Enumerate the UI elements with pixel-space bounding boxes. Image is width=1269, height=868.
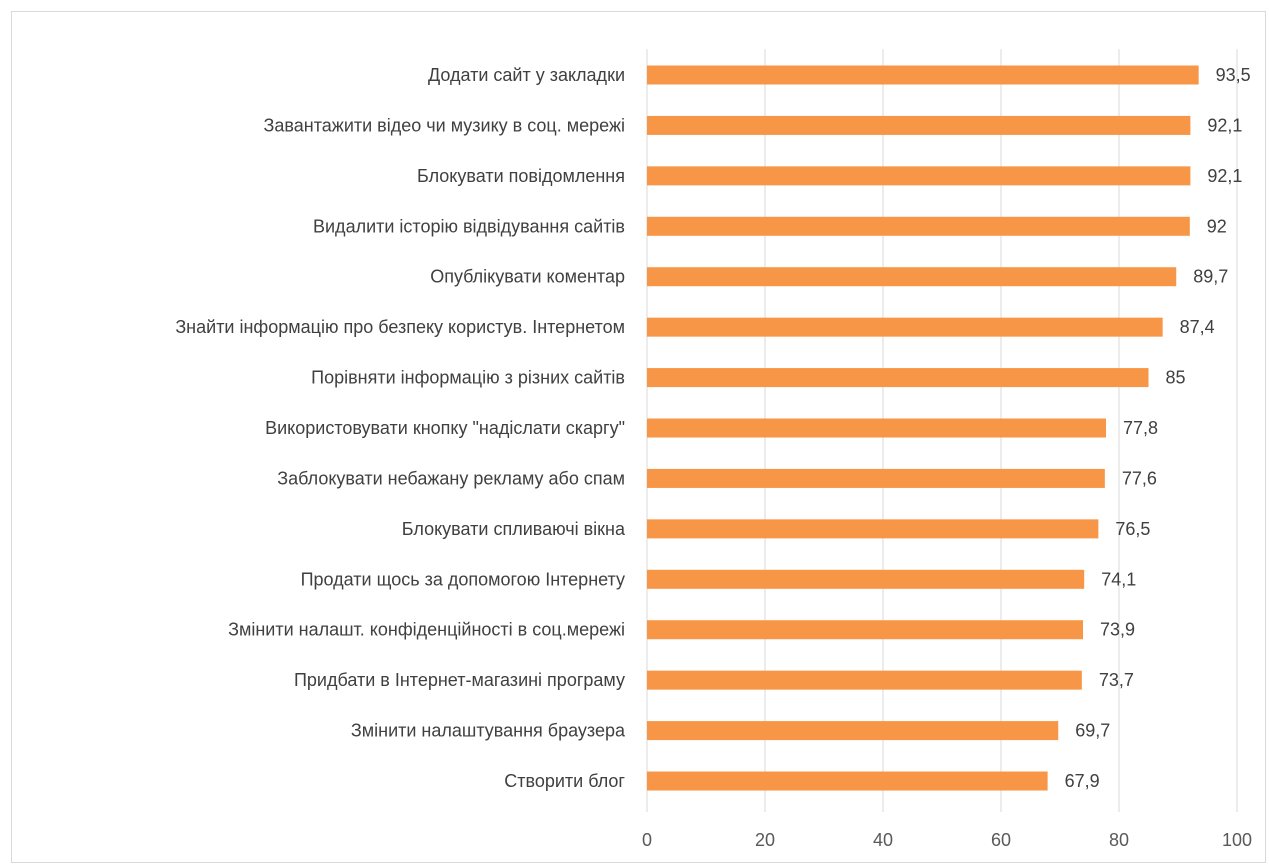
bar xyxy=(647,771,1048,791)
category-label: Заблокувати небажану рекламу або спам xyxy=(277,468,625,488)
bar xyxy=(647,620,1084,640)
category-label: Порівняти інформацію з різних сайтів xyxy=(311,368,625,388)
bar xyxy=(647,317,1163,337)
category-label: Використовувати кнопку "надіслати скаргу… xyxy=(265,418,625,438)
bar xyxy=(647,569,1085,589)
category-label: Знайти інформацію про безпеку користув. … xyxy=(175,317,625,337)
data-label: 73,9 xyxy=(1100,620,1135,640)
data-label: 74,1 xyxy=(1101,569,1136,589)
bar xyxy=(647,216,1190,236)
bar xyxy=(647,267,1177,287)
category-label: Створити блог xyxy=(504,771,625,791)
x-tick-label: 0 xyxy=(642,830,652,850)
data-label: 89,7 xyxy=(1193,267,1228,287)
bar xyxy=(647,166,1191,186)
category-label: Опублікувати коментар xyxy=(430,267,625,287)
bar xyxy=(647,519,1099,539)
category-label: Видалити історію відвідування сайтів xyxy=(313,216,625,236)
data-label: 73,7 xyxy=(1099,670,1134,690)
bar xyxy=(647,721,1059,741)
data-label: 93,5 xyxy=(1216,65,1251,85)
bar-chart: 0 20 40 60 80 100 Додати сайт у закладки 93,5 За… xyxy=(175,49,1252,850)
bar xyxy=(647,670,1082,690)
data-label: 76,5 xyxy=(1115,519,1150,539)
data-label: 92 xyxy=(1207,216,1227,236)
category-label: Додати сайт у закладки xyxy=(428,65,625,85)
chart-frame: 0 20 40 60 80 100 Додати сайт у закладки 93,5 За… xyxy=(11,11,1266,863)
bar xyxy=(647,418,1107,438)
data-label: 77,8 xyxy=(1123,418,1158,438)
data-label: 92,1 xyxy=(1207,115,1242,135)
bar xyxy=(647,368,1149,388)
data-label: 69,7 xyxy=(1075,721,1110,741)
category-label: Блокувати повідомлення xyxy=(417,166,625,186)
category-label: Змінити налаштування браузера xyxy=(351,721,626,741)
category-label: Змінити налашт. конфіденційності в соц.м… xyxy=(228,620,625,640)
x-tick-label: 20 xyxy=(755,830,775,850)
x-tick-label: 60 xyxy=(991,830,1011,850)
category-label: Придбати в Інтернет-магазині програму xyxy=(294,670,625,690)
bar xyxy=(647,468,1105,488)
data-label: 67,9 xyxy=(1065,771,1100,791)
category-label: Блокувати спливаючі вікна xyxy=(402,519,626,539)
data-label: 77,6 xyxy=(1122,468,1157,488)
x-tick-label: 40 xyxy=(873,830,893,850)
data-label: 85 xyxy=(1166,368,1186,388)
category-label: Завантажити відео чи музику в соц. мереж… xyxy=(264,115,625,135)
category-label: Продати щось за допомогою Інтернету xyxy=(301,569,625,589)
data-label: 92,1 xyxy=(1207,166,1242,186)
x-tick-label: 80 xyxy=(1109,830,1129,850)
bar xyxy=(647,115,1191,135)
bar xyxy=(647,65,1199,85)
x-tick-label: 100 xyxy=(1222,830,1252,850)
data-label: 87,4 xyxy=(1180,317,1215,337)
